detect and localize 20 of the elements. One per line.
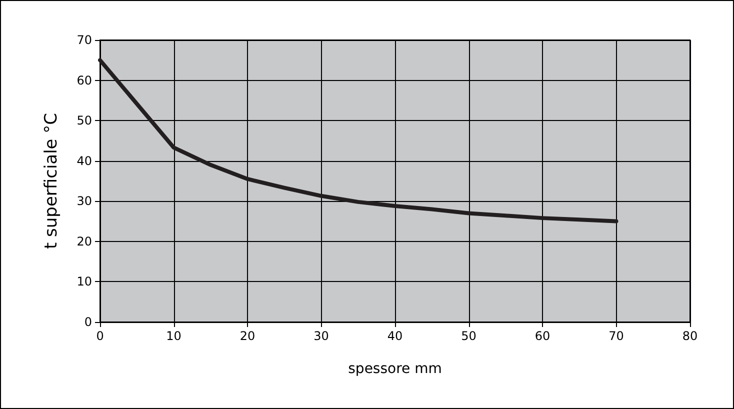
x-tick-label: 20 bbox=[240, 329, 256, 343]
x-tick-label: 10 bbox=[166, 329, 182, 343]
y-tick-label: 20 bbox=[76, 234, 92, 248]
y-tick-label: 40 bbox=[76, 154, 92, 168]
line-series bbox=[98, 58, 618, 224]
y-tick-label: 30 bbox=[76, 194, 92, 208]
y-tick-label: 70 bbox=[76, 33, 92, 47]
y-tick-label: 50 bbox=[76, 114, 92, 128]
y-axis-title: t superficiale °C bbox=[42, 112, 62, 250]
y-tick-label: 60 bbox=[76, 73, 92, 88]
x-tick-label: 40 bbox=[387, 329, 403, 343]
x-tick-label: 30 bbox=[314, 329, 329, 343]
x-tick-label: 0 bbox=[96, 329, 104, 343]
x-tick-label: 70 bbox=[608, 329, 624, 343]
y-tick-label: 10 bbox=[76, 274, 92, 289]
x-tick-label: 50 bbox=[461, 329, 476, 343]
y-tick-label: 0 bbox=[84, 315, 92, 329]
x-tick-label: 80 bbox=[682, 329, 698, 343]
x-axis-title: spessore mm bbox=[348, 361, 442, 377]
x-tick-label: 60 bbox=[534, 329, 550, 343]
